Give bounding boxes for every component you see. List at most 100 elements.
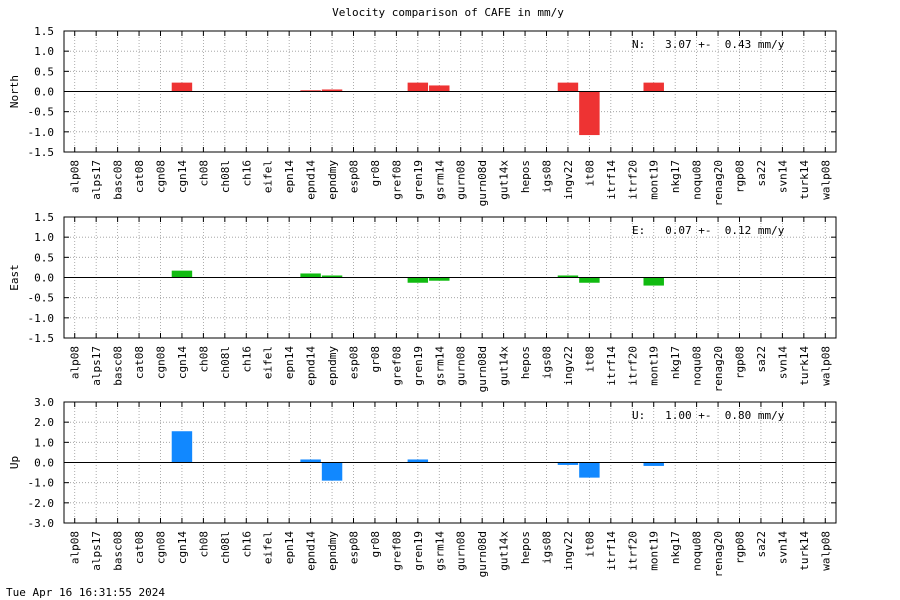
timestamp: Tue Apr 16 16:31:55 2024 xyxy=(6,586,165,599)
x-tick-label: eifel xyxy=(262,346,275,379)
x-tick-label: svn14 xyxy=(776,531,789,564)
x-tick-label: cgn08 xyxy=(155,160,168,193)
x-tick-label: igs08 xyxy=(541,531,554,564)
x-tick-label: cgn08 xyxy=(155,346,168,379)
y-tick-label: -1.0 xyxy=(28,126,55,139)
x-tick-label: igs08 xyxy=(541,160,554,193)
y-tick-label: 0.5 xyxy=(34,65,54,78)
x-tick-label: eifel xyxy=(262,160,275,193)
x-tick-label: svn14 xyxy=(776,160,789,193)
x-tick-label: gut14x xyxy=(498,531,511,571)
x-tick-label: nkg17 xyxy=(669,531,682,564)
x-tick-label: gurn08d xyxy=(476,531,489,577)
x-tick-label: gref08 xyxy=(390,531,403,571)
x-tick-label: gr08 xyxy=(369,346,382,373)
y-tick-label: 1.0 xyxy=(34,436,54,449)
x-tick-label: gut14x xyxy=(498,160,511,200)
north-bar-cgn14 xyxy=(171,82,193,92)
x-tick-label: cgn14 xyxy=(176,346,189,379)
up-bar-cgn14 xyxy=(171,431,193,463)
north-bar-gren19 xyxy=(407,82,429,92)
x-tick-label: cgn08 xyxy=(155,531,168,564)
x-tick-label: epndmy xyxy=(326,346,339,386)
x-tick-label: epn14 xyxy=(283,160,296,193)
x-tick-label: gr08 xyxy=(369,160,382,187)
north-bar-epnd14 xyxy=(300,90,321,92)
north-bar-gsrm14 xyxy=(429,85,450,92)
x-tick-label: epndmy xyxy=(326,160,339,200)
y-tick-label: -0.5 xyxy=(28,106,55,119)
x-tick-label: renag20 xyxy=(712,346,725,392)
x-tick-label: itrf20 xyxy=(626,531,639,571)
y-tick-label: -1.0 xyxy=(28,312,55,325)
x-tick-label: walp08 xyxy=(819,160,832,200)
y-tick-label: 0.0 xyxy=(34,457,54,470)
x-tick-label: it08 xyxy=(583,531,596,558)
x-tick-label: epndmy xyxy=(326,531,339,571)
x-tick-label: itrf20 xyxy=(626,346,639,386)
y-tick-label: 0.5 xyxy=(34,251,54,264)
x-tick-label: gref08 xyxy=(390,346,403,386)
x-tick-label: gut14x xyxy=(498,346,511,386)
x-tick-label: turk14 xyxy=(798,160,811,200)
x-tick-label: nkg17 xyxy=(669,160,682,193)
x-tick-label: gren19 xyxy=(412,346,425,386)
x-tick-label: epn14 xyxy=(283,346,296,379)
north-bar-epndmy xyxy=(321,89,343,92)
x-tick-label: hepos xyxy=(519,531,532,564)
x-tick-label: esp08 xyxy=(348,346,361,379)
x-tick-label: itrf14 xyxy=(605,160,618,200)
north-bar-ingv22 xyxy=(557,82,579,92)
x-tick-label: gren19 xyxy=(412,160,425,200)
x-tick-label: ingv22 xyxy=(562,160,575,200)
x-tick-label: cat08 xyxy=(133,346,146,379)
y-tick-label: 2.0 xyxy=(34,416,54,429)
north-bar-it08 xyxy=(579,91,600,136)
x-tick-label: svn14 xyxy=(776,346,789,379)
y-tick-label: 3.0 xyxy=(34,396,54,409)
x-tick-label: ch08 xyxy=(197,531,210,558)
up-annotation: U: 1.00 +- 0.80 mm/y xyxy=(632,409,785,422)
east-bar-gsrm14 xyxy=(429,277,450,281)
plot-frame xyxy=(63,401,837,524)
x-tick-label: cgn14 xyxy=(176,160,189,193)
x-tick-label: eifel xyxy=(262,531,275,564)
up-axis-label: Up xyxy=(8,456,21,469)
x-tick-label: mont19 xyxy=(648,531,661,571)
up-bar-gren19 xyxy=(407,459,429,463)
x-tick-label: ingv22 xyxy=(562,346,575,386)
x-tick-label: ingv22 xyxy=(562,531,575,571)
x-tick-label: itrf20 xyxy=(626,160,639,200)
x-tick-label: itrf14 xyxy=(605,346,618,386)
y-tick-label: 1.0 xyxy=(34,231,54,244)
y-tick-label: -2.0 xyxy=(28,497,55,510)
east-bar-epndmy xyxy=(321,275,343,278)
x-tick-label: basc08 xyxy=(112,160,125,200)
x-tick-label: gsrm14 xyxy=(433,160,446,200)
east-bar-cgn14 xyxy=(171,270,193,278)
y-tick-label: 0.0 xyxy=(34,272,54,285)
east-bar-ingv22 xyxy=(557,275,579,278)
x-tick-label: gsrm14 xyxy=(433,531,446,571)
x-tick-label: it08 xyxy=(583,160,596,187)
east-annotation: E: 0.07 +- 0.12 mm/y xyxy=(632,224,785,237)
up-bar-epndmy xyxy=(321,462,343,481)
x-tick-label: ch08l xyxy=(219,346,232,379)
x-tick-label: ch08 xyxy=(197,346,210,373)
x-tick-label: ch08l xyxy=(219,531,232,564)
x-tick-label: mont19 xyxy=(648,346,661,386)
plot-frame xyxy=(63,216,837,339)
x-tick-label: hepos xyxy=(519,160,532,193)
x-tick-label: esp08 xyxy=(348,160,361,193)
x-tick-label: ch16 xyxy=(240,531,253,558)
x-tick-label: walp08 xyxy=(819,531,832,571)
x-tick-label: cat08 xyxy=(133,531,146,564)
x-tick-label: hepos xyxy=(519,346,532,379)
x-tick-label: walp08 xyxy=(819,346,832,386)
x-tick-label: gurn08d xyxy=(476,160,489,206)
x-tick-label: it08 xyxy=(583,346,596,373)
x-tick-label: alp08 xyxy=(69,160,82,193)
x-tick-label: epnd14 xyxy=(305,346,318,386)
x-tick-label: basc08 xyxy=(112,531,125,571)
